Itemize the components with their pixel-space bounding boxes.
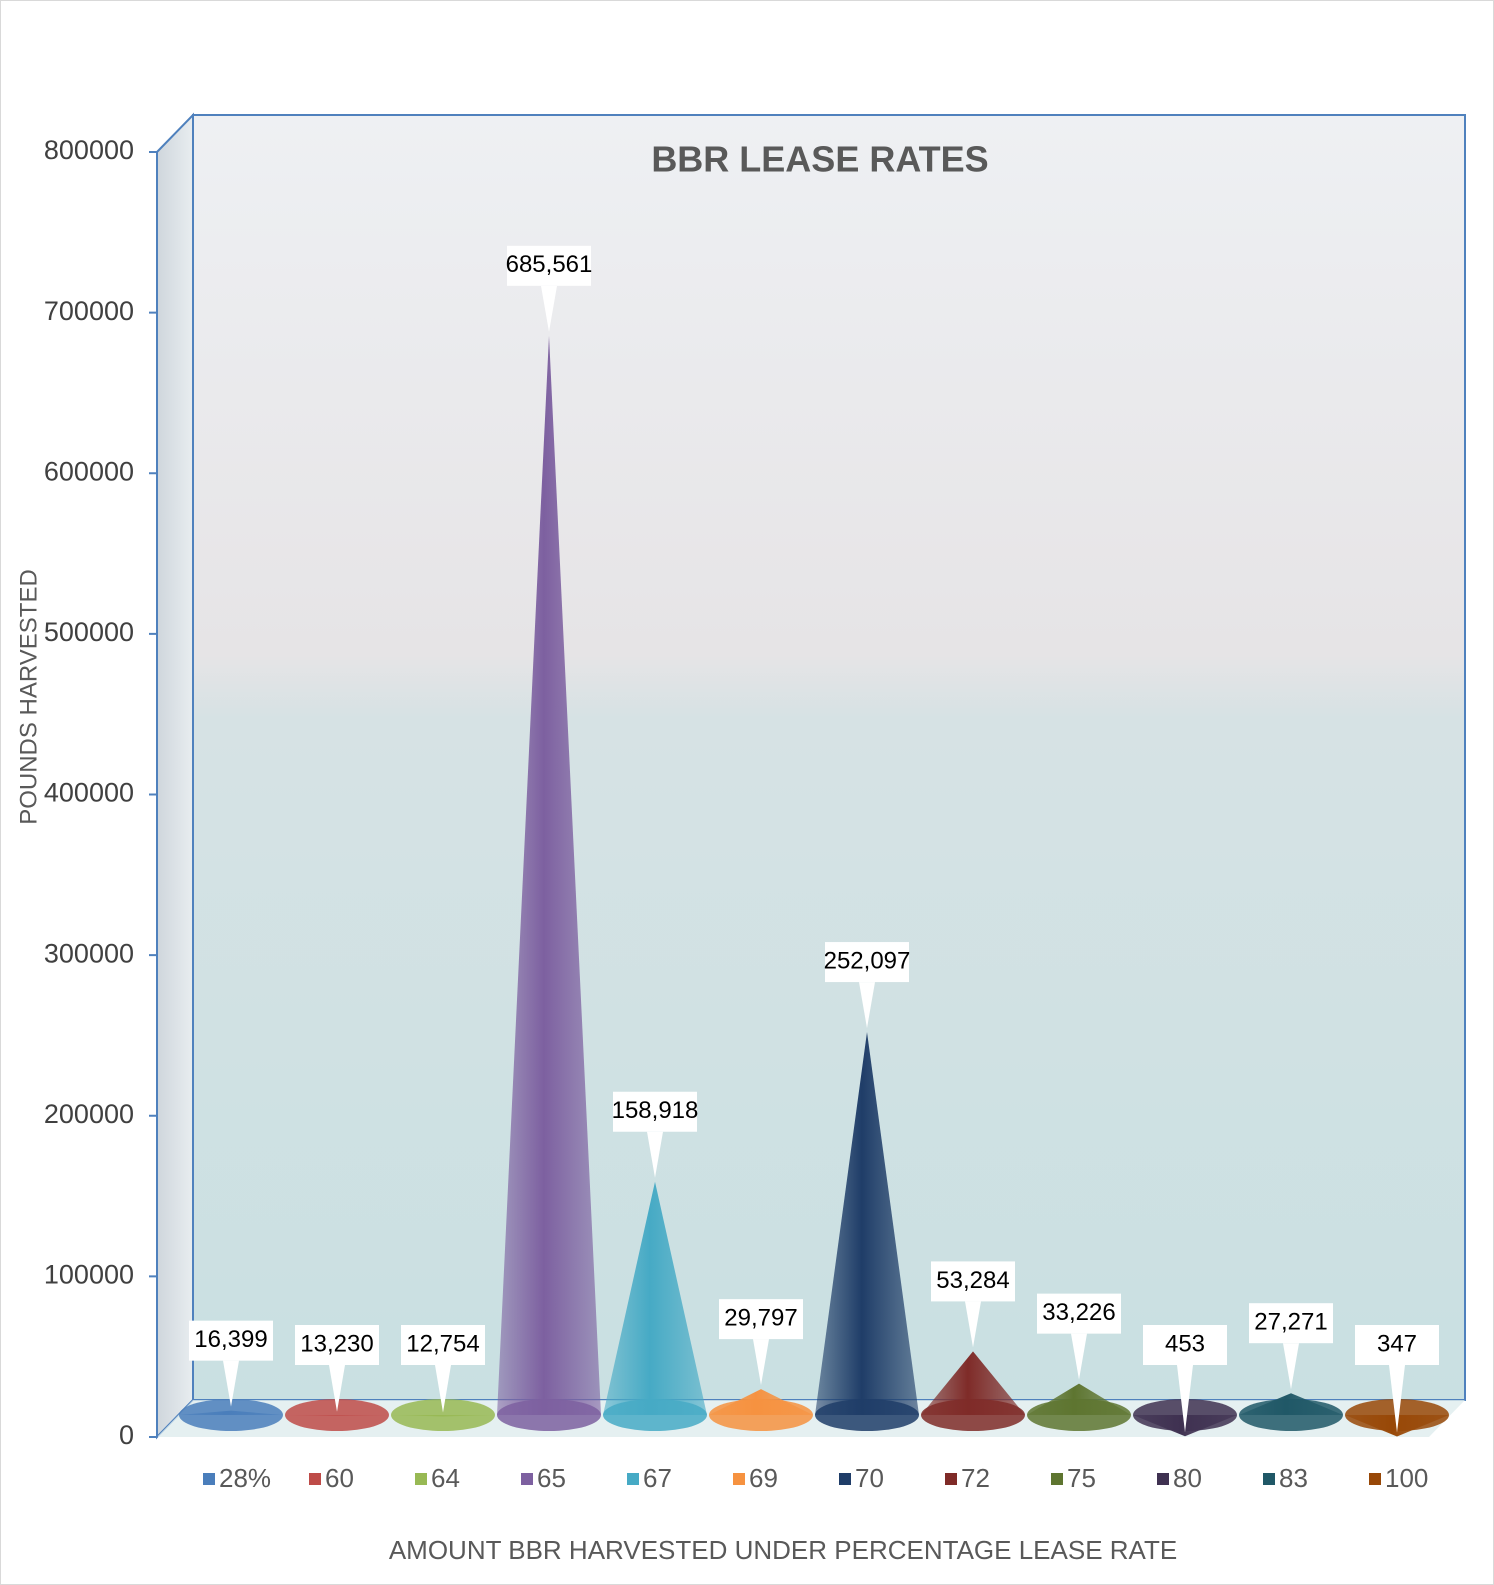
y-tick-label: 300000 bbox=[44, 938, 134, 968]
label-pointer bbox=[647, 1131, 663, 1178]
legend-label: 100 bbox=[1385, 1463, 1428, 1493]
label-box bbox=[1249, 1303, 1333, 1344]
legend-swatch bbox=[1263, 1473, 1275, 1485]
legend-swatch bbox=[521, 1473, 533, 1485]
legend-swatch bbox=[627, 1473, 639, 1485]
legend-label: 60 bbox=[325, 1463, 354, 1493]
back-wall bbox=[192, 114, 1466, 1401]
label-box bbox=[401, 1325, 485, 1365]
label-pointer bbox=[1071, 1333, 1087, 1380]
cone bbox=[815, 1032, 919, 1415]
data-label: 252,097 bbox=[824, 947, 911, 974]
y-axis-title: POUNDS HARVESTED bbox=[15, 569, 42, 825]
y-tick-label: 700000 bbox=[44, 296, 134, 326]
y-tick-label: 400000 bbox=[44, 778, 134, 808]
y-tick-label: 100000 bbox=[44, 1260, 134, 1290]
data-label: 453 bbox=[1165, 1330, 1205, 1357]
label-box bbox=[1143, 1325, 1227, 1365]
data-label: 33,226 bbox=[1042, 1299, 1115, 1326]
label-box bbox=[931, 1261, 1015, 1302]
cone bbox=[497, 335, 601, 1416]
legend-label: 80 bbox=[1173, 1463, 1202, 1493]
label-pointer bbox=[965, 1301, 981, 1348]
data-label: 158,918 bbox=[612, 1097, 699, 1124]
label-box bbox=[825, 942, 909, 983]
label-box bbox=[1355, 1325, 1439, 1365]
side-wall bbox=[156, 112, 194, 1440]
data-label: 685,561 bbox=[506, 251, 593, 278]
x-axis-title: AMOUNT BBR HARVESTED UNDER PERCENTAGE LE… bbox=[389, 1535, 1177, 1565]
legend-label: 64 bbox=[431, 1463, 460, 1493]
legend-swatch bbox=[1157, 1473, 1169, 1485]
label-pointer bbox=[1389, 1365, 1405, 1433]
legend-swatch bbox=[415, 1473, 427, 1485]
legend-swatch bbox=[203, 1473, 215, 1485]
data-label: 13,230 bbox=[300, 1330, 373, 1357]
label-box bbox=[613, 1091, 697, 1132]
label-pointer bbox=[223, 1360, 239, 1407]
data-label: 347 bbox=[1377, 1330, 1417, 1357]
legend-label: 67 bbox=[643, 1463, 672, 1493]
y-tick-label: 800000 bbox=[44, 135, 134, 165]
legend-label: 72 bbox=[961, 1463, 990, 1493]
y-tick-label: 0 bbox=[119, 1420, 134, 1450]
cone bbox=[1239, 1393, 1343, 1415]
legend-swatch bbox=[1051, 1473, 1063, 1485]
cone bbox=[1027, 1383, 1131, 1415]
legend-label: 69 bbox=[749, 1463, 778, 1493]
legend-label: 75 bbox=[1067, 1463, 1096, 1493]
label-box bbox=[1037, 1293, 1121, 1334]
legend-label: 65 bbox=[537, 1463, 566, 1493]
data-label: 16,399 bbox=[194, 1326, 267, 1353]
cone bbox=[285, 1415, 389, 1416]
cone bbox=[921, 1351, 1025, 1415]
cone bbox=[709, 1389, 813, 1415]
label-pointer bbox=[1283, 1343, 1299, 1390]
chart-title: BBR LEASE RATES bbox=[651, 139, 988, 180]
data-label: 53,284 bbox=[936, 1267, 1009, 1294]
label-box bbox=[295, 1325, 379, 1365]
label-pointer bbox=[329, 1365, 345, 1412]
y-tick-label: 200000 bbox=[44, 1099, 134, 1129]
label-pointer bbox=[541, 285, 557, 332]
data-label: 12,754 bbox=[406, 1330, 479, 1357]
label-pointer bbox=[753, 1339, 769, 1386]
legend-label: 70 bbox=[855, 1463, 884, 1493]
y-tick-label: 600000 bbox=[44, 456, 134, 486]
label-box bbox=[507, 245, 591, 286]
legend-swatch bbox=[839, 1473, 851, 1485]
legend-swatch bbox=[1369, 1473, 1381, 1485]
cone bbox=[391, 1415, 495, 1417]
data-label: 29,797 bbox=[724, 1304, 797, 1331]
label-pointer bbox=[1177, 1365, 1193, 1433]
label-box bbox=[189, 1320, 273, 1361]
legend-label: 28% bbox=[219, 1463, 271, 1493]
legend-swatch bbox=[309, 1473, 321, 1485]
label-pointer bbox=[859, 982, 875, 1029]
cone bbox=[603, 1181, 707, 1415]
legend-swatch bbox=[945, 1473, 957, 1485]
y-tick-label: 500000 bbox=[44, 617, 134, 647]
label-box bbox=[719, 1299, 803, 1340]
data-label: 27,271 bbox=[1254, 1309, 1327, 1336]
label-pointer bbox=[435, 1365, 451, 1413]
legend-swatch bbox=[733, 1473, 745, 1485]
cone bbox=[179, 1410, 283, 1415]
legend-label: 83 bbox=[1279, 1463, 1308, 1493]
